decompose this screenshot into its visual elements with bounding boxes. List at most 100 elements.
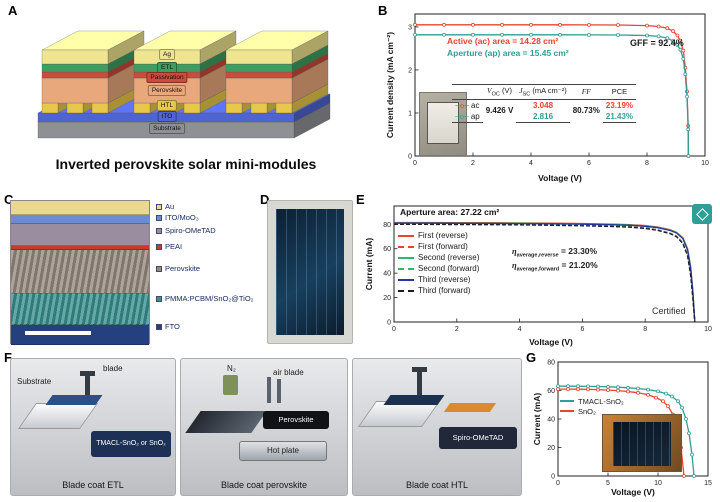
blade-handle-icon xyxy=(80,371,95,376)
diamond-icon xyxy=(695,207,709,221)
jv-chart-certified: 0 2 4 6 8 10 0 20 40 60 80 Voltage (V) Current (mA) xyxy=(364,205,712,347)
certification-logo-icon xyxy=(692,204,712,224)
line-sample xyxy=(560,410,574,412)
module-active-area xyxy=(276,209,344,335)
blade-icon xyxy=(417,371,422,399)
etl-film-shape xyxy=(45,395,103,405)
sem-band-spiro xyxy=(11,224,149,246)
n2-nozzle-icon xyxy=(223,375,238,395)
spiro-swatch xyxy=(156,227,162,234)
module-photo xyxy=(427,102,459,144)
aperture-area-label: Aperture area: 27.22 cm² xyxy=(400,207,500,217)
layer-tag-passivation: Passivation xyxy=(146,72,188,83)
line-sample xyxy=(398,256,414,259)
step-caption: Blade coat ETL xyxy=(62,480,124,490)
gff-annotation: GFF = 92.4% xyxy=(630,38,684,48)
line-sample xyxy=(398,289,414,292)
air-blade-icon xyxy=(267,377,271,403)
sem-band-fto xyxy=(11,325,149,345)
sem-label-etl-stack: PMMA:PCBM/SnO₂@TiO₂ xyxy=(156,294,254,303)
blade-handle-icon xyxy=(412,367,427,372)
panel-label-e: E xyxy=(356,192,365,207)
table-row-ac: ─o─ ac 9.426 V 3.048 80.73% 23.19% xyxy=(452,99,636,116)
substrate-label: Substrate xyxy=(17,377,52,386)
step-caption: Blade coat HTL xyxy=(405,480,469,490)
panel-label-d: D xyxy=(260,192,270,207)
sem-band-ito-moo3 xyxy=(11,215,149,224)
voc-header: VOC (V) xyxy=(482,84,517,100)
module-photo-inset xyxy=(419,92,467,156)
ac-row-key: ac xyxy=(471,100,480,110)
jv-chart-comparison: 0 5 10 15 0 20 40 60 80 Voltage (V) Current (mA) xyxy=(532,360,712,498)
sem-label-au: Au xyxy=(156,202,174,211)
legend-item: Third (forward) xyxy=(398,285,479,296)
jsc-ap-value: 2.816 xyxy=(516,110,570,123)
sem-label-peai: PEAI xyxy=(156,242,182,251)
jsc-ac-value: 3.048 xyxy=(533,100,554,110)
svg-text:2: 2 xyxy=(455,326,459,333)
ff-header: FF xyxy=(569,84,603,100)
svg-text:0: 0 xyxy=(392,326,396,333)
svg-text:0: 0 xyxy=(413,160,417,167)
blade-label: blade xyxy=(103,364,123,373)
panel-label-c: C xyxy=(4,192,14,207)
step-blade-coat-etl: Substrate blade TMACL-SnO₂ or SnO₂ Blade… xyxy=(10,358,176,496)
line-sample xyxy=(398,278,414,281)
svg-text:6: 6 xyxy=(580,326,584,333)
stack-film-shape xyxy=(383,395,445,405)
efficiency-forward: ηaverage,forward = 21.20% xyxy=(512,260,598,273)
panel-label-f: F xyxy=(4,350,12,365)
ap-series-marker: ─o─ xyxy=(455,113,469,121)
module-photo xyxy=(613,422,671,466)
sem-band-etl xyxy=(11,294,149,325)
panel-label-g: G xyxy=(526,350,537,365)
line-sample xyxy=(398,234,414,237)
layer-tag-htl: HTL xyxy=(156,100,178,111)
svg-text:5: 5 xyxy=(606,480,610,487)
jsc-header: JSC (mA cm⁻²) xyxy=(516,84,570,100)
svg-text:15: 15 xyxy=(704,480,712,487)
pce-ap-value: 21.43% xyxy=(602,110,637,123)
svg-text:60: 60 xyxy=(383,246,391,253)
scan-legend: First (reverse) First (forward) Second (… xyxy=(398,230,479,296)
ac-series-marker: ─o─ xyxy=(455,102,470,110)
legend-item: First (reverse) xyxy=(398,230,479,241)
svg-text:3: 3 xyxy=(408,24,412,31)
svg-text:10: 10 xyxy=(704,326,712,333)
svg-text:4: 4 xyxy=(518,326,522,333)
layer-tag-perovskite: Perovskite xyxy=(147,85,187,96)
svg-text:8: 8 xyxy=(645,160,649,167)
svg-text:6: 6 xyxy=(587,160,591,167)
module-photo-inset xyxy=(602,414,682,472)
air-blade-icon xyxy=(277,379,281,403)
active-area-annotation: Active (ac) area = 14.28 cm² xyxy=(447,36,559,46)
perovskite-box: Perovskite xyxy=(263,411,329,429)
svg-text:Voltage (V): Voltage (V) xyxy=(611,487,655,497)
legend-item: SnO₂ xyxy=(560,406,624,416)
peai-swatch xyxy=(156,243,162,250)
svg-text:20: 20 xyxy=(383,295,391,302)
step-blade-coat-htl: Spiro-OMeTAD Blade coat HTL xyxy=(352,358,522,496)
ap-row-key: ap xyxy=(470,111,480,121)
sem-band-perovskite xyxy=(11,250,149,294)
etl-swatch xyxy=(156,295,162,302)
svg-text:0: 0 xyxy=(408,154,412,161)
voc-value: 9.426 V xyxy=(485,106,514,116)
sem-band-au xyxy=(11,201,149,215)
spiro-ometad-box: Spiro-OMeTAD xyxy=(439,427,517,449)
perovskite-swatch xyxy=(156,265,162,272)
pce-ac-value: 23.19% xyxy=(605,100,634,110)
air-blade-label: air blade xyxy=(273,368,304,377)
svg-text:Voltage (V): Voltage (V) xyxy=(529,337,573,347)
htl-film-shape xyxy=(443,403,497,412)
svg-text:80: 80 xyxy=(547,360,555,367)
panel-label-a: A xyxy=(8,3,18,18)
panel-a-caption: Inverted perovskite solar mini-modules xyxy=(55,156,317,172)
svg-text:0: 0 xyxy=(556,480,560,487)
sem-label-ito-moo3: ITO/MoO₃ xyxy=(156,213,199,222)
legend-item: Third (reverse) xyxy=(398,274,479,285)
n2-label: N₂ xyxy=(227,364,236,373)
svg-text:10: 10 xyxy=(701,160,709,167)
substrate-shape xyxy=(17,403,99,429)
legend-item: TMACL-SnO₂ xyxy=(560,396,624,406)
